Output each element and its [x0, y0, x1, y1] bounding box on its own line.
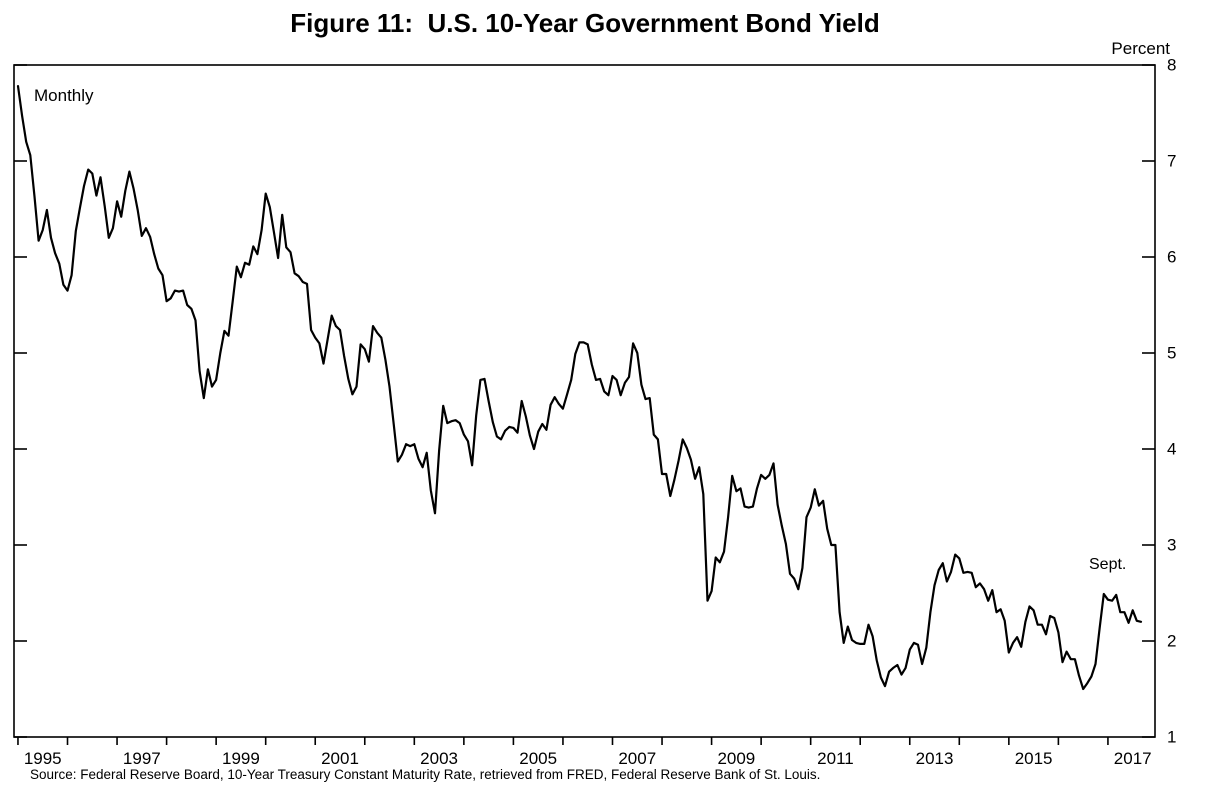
- y-axis-tick-label: 1: [1167, 728, 1176, 747]
- chart-title: Figure 11: U.S. 10-Year Government Bond …: [290, 8, 880, 38]
- x-axis-tick-label: 2005: [519, 749, 557, 768]
- x-axis-tick-label: 2007: [618, 749, 656, 768]
- x-axis-tick-label: 1999: [222, 749, 260, 768]
- last-observation-annotation: Sept.: [1089, 556, 1127, 573]
- x-axis-tick-label: 2001: [321, 749, 359, 768]
- x-axis-tick-label: 2003: [420, 749, 458, 768]
- y-axis-tick-label: 2: [1167, 632, 1176, 651]
- y-axis-tick-label: 8: [1167, 56, 1176, 75]
- x-axis-tick-label: 2011: [817, 749, 854, 768]
- x-axis-tick-label: 2017: [1114, 749, 1152, 768]
- yield-line: [16, 84, 1143, 691]
- source-note: Source: Federal Reserve Board, 10-Year T…: [30, 767, 821, 782]
- x-axis-tick-label: 2013: [916, 749, 954, 768]
- x-axis-tick-label: 2009: [717, 749, 755, 768]
- y-axis-unit-label: Percent: [1111, 39, 1170, 58]
- y-axis-tick-label: 4: [1167, 440, 1176, 459]
- x-axis-tick-label: 1995: [24, 749, 62, 768]
- x-axis-tick-label: 2015: [1015, 749, 1053, 768]
- y-axis-tick-label: 5: [1167, 344, 1176, 363]
- y-axis-tick-label: 3: [1167, 536, 1176, 555]
- y-axis-tick-label: 7: [1167, 152, 1176, 171]
- y-axis-tick-label: 6: [1167, 248, 1176, 267]
- frequency-annotation: Monthly: [34, 86, 94, 105]
- x-axis-tick-label: 1997: [123, 749, 161, 768]
- plot-frame: [13, 64, 1156, 738]
